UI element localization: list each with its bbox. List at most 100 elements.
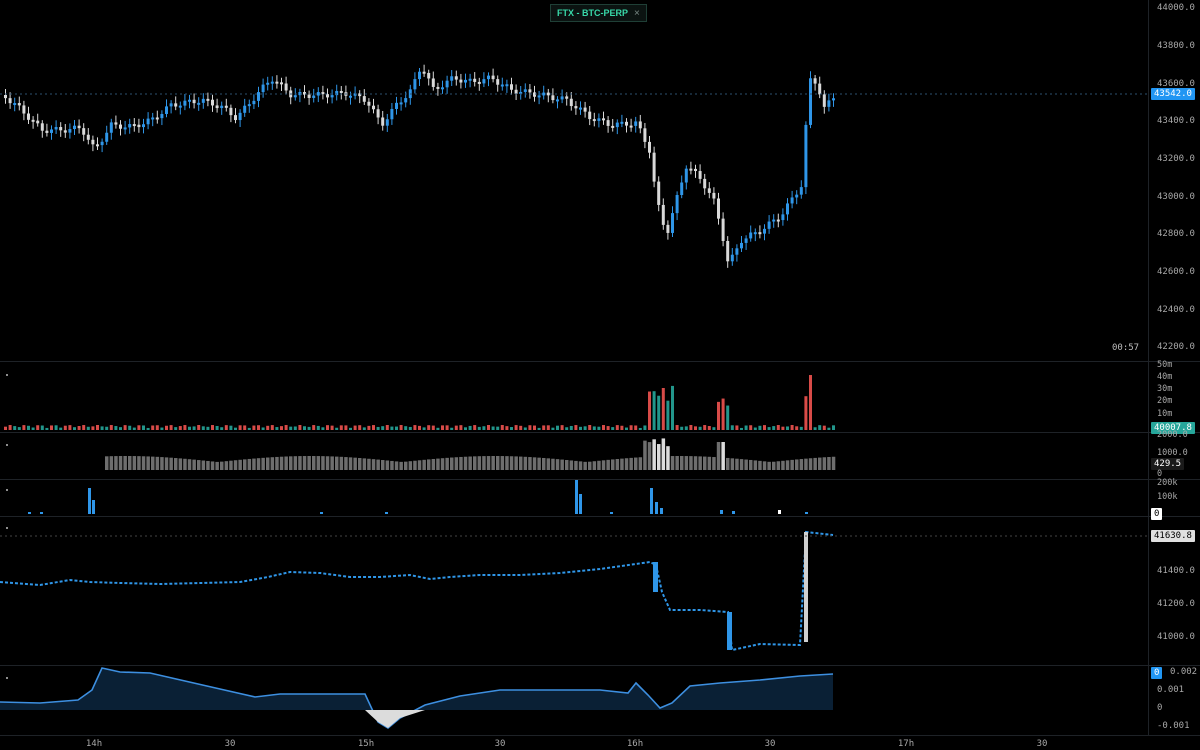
candle	[243, 105, 247, 113]
pane-divider[interactable]	[0, 361, 1200, 362]
candle	[293, 95, 297, 98]
pane-marker	[6, 489, 8, 491]
pane-divider[interactable]	[0, 665, 1200, 666]
volume-bar	[399, 425, 403, 430]
trades-bar	[744, 459, 748, 470]
close-icon[interactable]: ×	[634, 7, 640, 19]
trades-bar	[735, 458, 739, 470]
volume-bar	[809, 375, 812, 430]
trades-bar	[422, 459, 426, 470]
trades-bar	[325, 456, 330, 470]
trades-bar	[178, 458, 183, 470]
pane-divider[interactable]	[0, 479, 1200, 480]
trades-bar	[275, 456, 279, 470]
candle	[569, 98, 573, 107]
volume-bar	[137, 425, 141, 430]
volume-bar	[188, 426, 191, 430]
volume-bar	[698, 426, 702, 430]
trades-bar	[588, 461, 592, 470]
candle	[643, 128, 647, 142]
volume-bar	[482, 426, 486, 430]
trades-bar	[726, 457, 730, 470]
price-axis-column[interactable]	[1148, 0, 1200, 735]
volume-bar	[749, 425, 753, 430]
volume-bar	[496, 426, 500, 430]
candle	[54, 127, 58, 130]
trades-bar	[509, 456, 514, 470]
candle	[422, 71, 426, 74]
candle	[77, 125, 81, 129]
trades-bar	[762, 461, 767, 470]
volume-bar	[454, 425, 458, 430]
candle-countdown: 00:57	[1112, 343, 1140, 353]
volume-bar	[413, 425, 417, 430]
candle	[206, 98, 210, 101]
candle	[155, 117, 159, 120]
liquidation-bar	[579, 494, 582, 514]
candle	[146, 118, 150, 125]
candle	[776, 219, 780, 222]
candle	[266, 82, 270, 85]
volume-bar	[266, 425, 270, 430]
volume-bar	[556, 425, 559, 430]
volume-bar	[40, 425, 44, 430]
candle	[326, 94, 329, 98]
market-tag[interactable]: FTX - BTC-PERP ×	[550, 4, 647, 22]
volume-bar	[381, 426, 385, 430]
candle	[445, 80, 449, 88]
trades-bar	[551, 458, 555, 470]
cvd-tick: 41200.0	[1157, 599, 1195, 609]
trades-bar	[408, 461, 413, 470]
trades-bar	[652, 439, 656, 470]
volume-bar	[307, 426, 311, 430]
trades-bar	[289, 456, 293, 470]
candle	[482, 79, 486, 84]
candle	[367, 101, 371, 106]
candle	[22, 105, 26, 114]
liquidation-bar	[575, 480, 578, 514]
trades-bar	[371, 459, 376, 470]
volume-bar	[197, 425, 201, 430]
volume-bar	[22, 425, 26, 430]
trades-bar	[555, 459, 560, 470]
trades-tag: 429.5	[1151, 458, 1185, 470]
volume-bar	[551, 427, 555, 430]
trades-bar	[417, 460, 422, 470]
candle	[114, 122, 118, 125]
pane-divider[interactable]	[0, 432, 1200, 433]
candle	[546, 92, 550, 96]
volume-tick: 30m	[1157, 384, 1173, 394]
volume-bar	[638, 427, 642, 430]
pane-divider[interactable]	[0, 516, 1200, 517]
trades-bar	[684, 456, 689, 470]
volume-bar	[367, 425, 371, 430]
trades-bar	[712, 457, 716, 470]
trades-bar	[353, 457, 357, 470]
trades-tick: 0	[1157, 469, 1163, 479]
volume-bar	[183, 425, 187, 430]
volume-bar	[629, 425, 633, 430]
trades-bar	[132, 456, 137, 470]
volume-bar	[523, 427, 527, 430]
candle	[17, 103, 21, 106]
trades-bar	[772, 461, 776, 470]
candle	[349, 95, 352, 98]
volume-bar	[280, 426, 283, 430]
volume-bar	[804, 396, 808, 430]
volume-bar	[275, 427, 279, 430]
volume-bar	[615, 425, 619, 430]
liquidation-bar	[88, 488, 91, 514]
volume-bar	[330, 425, 334, 430]
trades-bar	[358, 458, 362, 470]
volume-bar	[625, 427, 628, 430]
trades-bar	[174, 458, 178, 470]
funding-tick: 0.002	[1170, 667, 1198, 677]
candle	[694, 168, 697, 172]
trades-bar	[220, 461, 224, 470]
trades-bar	[463, 456, 468, 470]
trades-bar	[822, 457, 827, 470]
candle	[615, 122, 619, 128]
trades-bar	[390, 460, 394, 470]
